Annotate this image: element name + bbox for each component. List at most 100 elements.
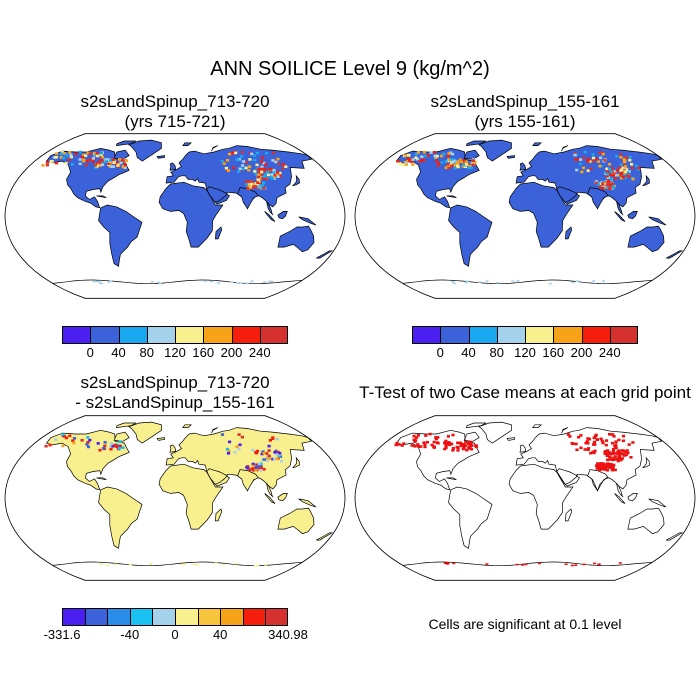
landmass-australia xyxy=(627,507,665,535)
grid-cell xyxy=(406,160,410,163)
grid-cell xyxy=(601,152,605,156)
landmass-australia xyxy=(277,507,315,535)
grid-cell xyxy=(251,469,255,472)
grid-cell xyxy=(258,167,262,171)
panel-2-title-line1: s2sLandSpinup_155-161 xyxy=(430,92,620,111)
grid-cell xyxy=(573,153,577,157)
grid-cell xyxy=(635,164,639,168)
colorbar-label: 0 xyxy=(436,345,444,360)
grid-cell xyxy=(247,168,251,172)
colorbar-label: -40 xyxy=(120,627,140,642)
grid-cell xyxy=(117,447,122,450)
colorbar-label: 80 xyxy=(489,345,504,360)
panel-3-title-line1: s2sLandSpinup_713-720 xyxy=(80,373,270,392)
grid-cell xyxy=(93,163,97,167)
grid-cell xyxy=(267,444,271,448)
grid-cell xyxy=(68,434,72,438)
grid-cell xyxy=(582,563,586,566)
grid-cell xyxy=(607,180,611,183)
grid-cell xyxy=(99,151,104,155)
grid-cell xyxy=(409,160,414,163)
grid-cell xyxy=(233,450,237,454)
grid-cell xyxy=(598,164,602,168)
grid-cell xyxy=(72,441,76,445)
landmass-sumatra xyxy=(614,493,626,504)
panel-1-title-line2: (yrs 715-721) xyxy=(124,112,226,131)
grid-cell xyxy=(78,162,82,166)
grid-cell xyxy=(103,441,107,444)
grid-cell xyxy=(267,457,271,460)
grid-cell xyxy=(250,182,254,186)
grid-cell xyxy=(596,183,601,186)
grid-cell xyxy=(257,173,261,177)
grid-cell xyxy=(621,452,625,456)
panel-3-title-line2: - s2sLandSpinup_155-161 xyxy=(75,393,275,412)
grid-cell xyxy=(618,454,622,458)
grid-cell xyxy=(214,562,218,564)
grid-cell xyxy=(247,184,251,188)
grid-cell xyxy=(609,452,613,456)
colorbar-difference-labels: -331.6 -40 0 40 340.98 xyxy=(44,627,308,643)
grid-cell xyxy=(251,185,256,188)
grid-cell xyxy=(99,153,103,156)
grid-cell xyxy=(276,157,280,161)
grid-cell xyxy=(245,282,249,285)
grid-cell xyxy=(440,161,444,164)
grid-cell xyxy=(244,161,249,164)
grid-cell xyxy=(192,563,196,565)
grid-cell xyxy=(250,180,255,184)
grid-cell xyxy=(630,163,634,166)
grid-cell xyxy=(451,281,455,283)
grid-cell xyxy=(608,187,612,190)
grid-cell xyxy=(615,169,619,172)
grid-cell xyxy=(434,436,438,439)
grid-cell xyxy=(422,158,426,162)
grid-cell xyxy=(456,441,460,445)
grid-cell xyxy=(253,158,257,162)
grid-cell xyxy=(64,436,68,440)
landmass-nz xyxy=(666,250,684,259)
grid-cell xyxy=(617,173,621,177)
grid-cell xyxy=(435,159,439,162)
grid-cell xyxy=(234,151,238,155)
grid-cell xyxy=(254,468,258,472)
colorbar-box xyxy=(107,608,130,626)
grid-cell xyxy=(247,180,251,183)
grid-cell xyxy=(226,452,231,455)
grid-cell xyxy=(255,449,259,453)
grid-cell xyxy=(579,158,583,161)
grid-cell xyxy=(608,173,612,176)
grid-cell xyxy=(456,161,460,165)
grid-cell xyxy=(228,440,232,444)
grid-cell xyxy=(84,154,88,157)
grid-cell xyxy=(99,563,103,565)
grid-cell xyxy=(82,153,86,157)
grid-cell xyxy=(622,173,626,176)
grid-cell xyxy=(586,169,590,172)
grid-cell xyxy=(435,154,439,158)
colorbar-box xyxy=(259,326,288,344)
grid-cell xyxy=(461,442,465,446)
grid-cell xyxy=(451,433,455,437)
grid-cell xyxy=(63,152,67,155)
landmass-arabia xyxy=(556,468,579,485)
grid-cell xyxy=(474,445,479,449)
grid-cell xyxy=(447,441,451,445)
grid-cell xyxy=(254,185,258,189)
grid-cell xyxy=(599,463,603,467)
colorbar-case1-labels: 0 40 80 120 160 200 240 xyxy=(62,345,288,361)
colorbar-case1 xyxy=(62,326,288,344)
grid-cell xyxy=(607,163,612,166)
grid-cell xyxy=(265,459,269,462)
grid-cell xyxy=(619,156,623,159)
grid-cell xyxy=(610,184,614,188)
grid-cell xyxy=(263,173,267,176)
grid-cell xyxy=(59,152,63,156)
grid-cell xyxy=(101,447,106,450)
grid-cell xyxy=(611,458,615,462)
grid-cell xyxy=(248,158,252,161)
colorbar-box xyxy=(62,326,91,344)
grid-cell xyxy=(260,452,264,456)
grid-cell xyxy=(619,458,623,462)
landmass-africa xyxy=(158,181,224,248)
